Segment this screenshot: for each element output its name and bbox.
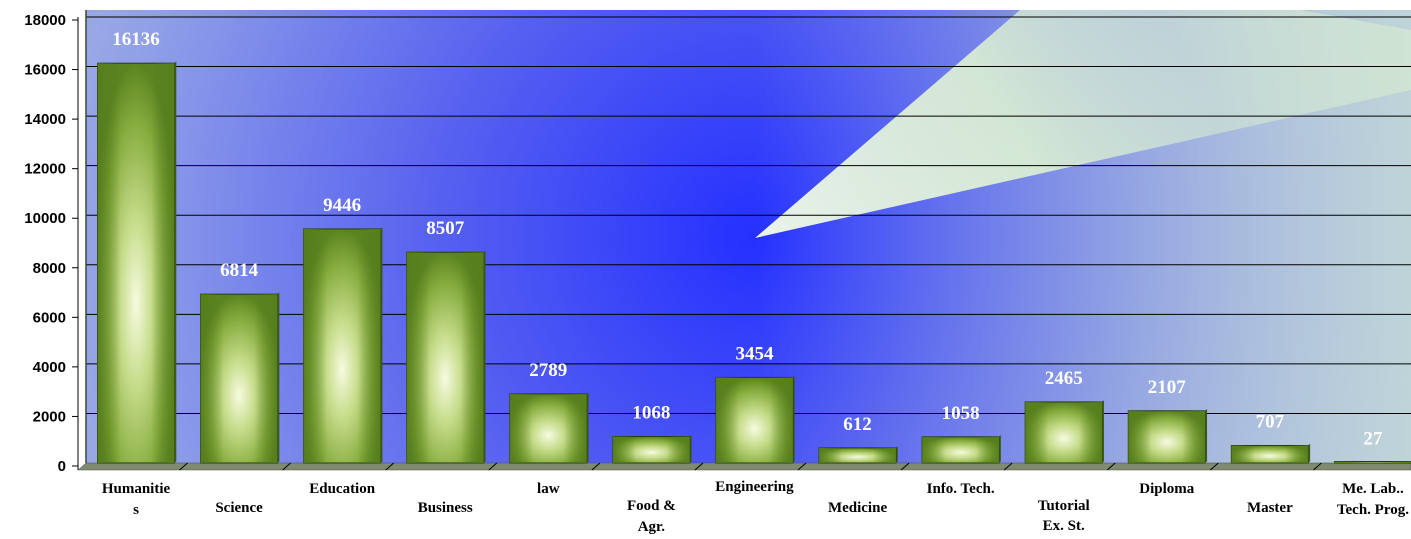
y-tick-label: 4000: [33, 359, 66, 376]
x-category-label: Science: [215, 500, 263, 516]
bar: [406, 251, 485, 464]
chart-floor: [77, 10, 1411, 471]
x-tick-mark: [1003, 462, 1013, 471]
x-tick-mark: [179, 462, 188, 471]
data-label: 9446: [323, 195, 361, 216]
data-label: 612: [843, 414, 872, 435]
x-tick-mark: [385, 462, 395, 471]
y-tick-label: 6000: [33, 309, 66, 326]
floor-plane: [77, 462, 1411, 471]
bar: [1024, 401, 1103, 464]
x-tick-mark: [1313, 462, 1322, 471]
bar: [509, 393, 588, 464]
x-tick-mark: [900, 462, 910, 471]
x-category-label: Ex. St.: [1043, 518, 1085, 534]
x-category-label: Engineering: [715, 479, 794, 495]
bar: [612, 436, 691, 464]
data-label: 27: [1363, 428, 1383, 449]
bar: [715, 376, 794, 464]
x-category-label: s: [133, 502, 139, 518]
x-tick-mark: [282, 462, 291, 471]
data-label: 2789: [529, 360, 567, 381]
bar: [921, 436, 1000, 464]
y-tick-label: 14000: [24, 111, 66, 128]
x-tick-mark: [1209, 462, 1219, 471]
data-label: 3454: [735, 343, 774, 364]
x-category-label: Medicine: [828, 500, 887, 516]
bar: [97, 62, 175, 464]
y-tick-label: 8000: [33, 260, 66, 277]
data-label: 2465: [1045, 368, 1083, 389]
data-label: 2107: [1148, 377, 1187, 398]
bar: [1127, 410, 1206, 464]
bar: [1333, 461, 1411, 464]
x-tick-mark: [797, 462, 807, 471]
x-tick-mark: [1106, 462, 1116, 471]
x-category-label: Tutorial: [1038, 498, 1090, 514]
x-tick-mark: [694, 462, 704, 471]
y-tick-label: 18000: [24, 12, 66, 29]
bar: [1230, 444, 1309, 464]
x-axis: Humanitie s Science Education Business law Foo…: [102, 462, 1409, 535]
data-labels: 16136 6814 9446 8507 2789 1068 3454 612 1058 2465…: [112, 29, 1383, 449]
x-category-label: Agr.: [638, 519, 666, 535]
x-category-label: Business: [418, 500, 473, 516]
data-label: 707: [1256, 411, 1285, 432]
data-label: 8507: [426, 218, 465, 239]
y-tick-label: 12000: [24, 161, 66, 178]
x-category-label: law: [537, 481, 560, 497]
data-label: 1058: [942, 403, 980, 424]
x-tick-mark: [591, 462, 601, 471]
y-tick-label: 10000: [24, 210, 66, 227]
y-tick-label: 16000: [24, 62, 66, 79]
x-category-label: Master: [1247, 500, 1293, 516]
y-axis: 0 2000 4000 6000 8000 10000 12000 14000 16000 180…: [24, 12, 78, 475]
x-category-label: Me. Lab..: [1342, 481, 1404, 497]
bar: [303, 228, 382, 464]
data-label: 1068: [632, 403, 670, 424]
x-tick-mark: [488, 462, 498, 471]
x-category-label: Diploma: [1139, 481, 1195, 497]
x-category-label: Humanitie: [102, 481, 171, 497]
bar: [818, 447, 897, 464]
x-category-label: Food &: [627, 498, 676, 514]
x-category-label: Tech. Prog.: [1337, 502, 1409, 518]
x-category-label: Education: [309, 481, 376, 497]
data-label: 16136: [112, 29, 160, 50]
y-tick-label: 2000: [33, 408, 66, 425]
y-tick-label: 0: [58, 458, 66, 475]
data-label: 6814: [220, 260, 259, 281]
bar: [200, 293, 279, 464]
x-category-label: Info. Tech.: [927, 481, 995, 497]
